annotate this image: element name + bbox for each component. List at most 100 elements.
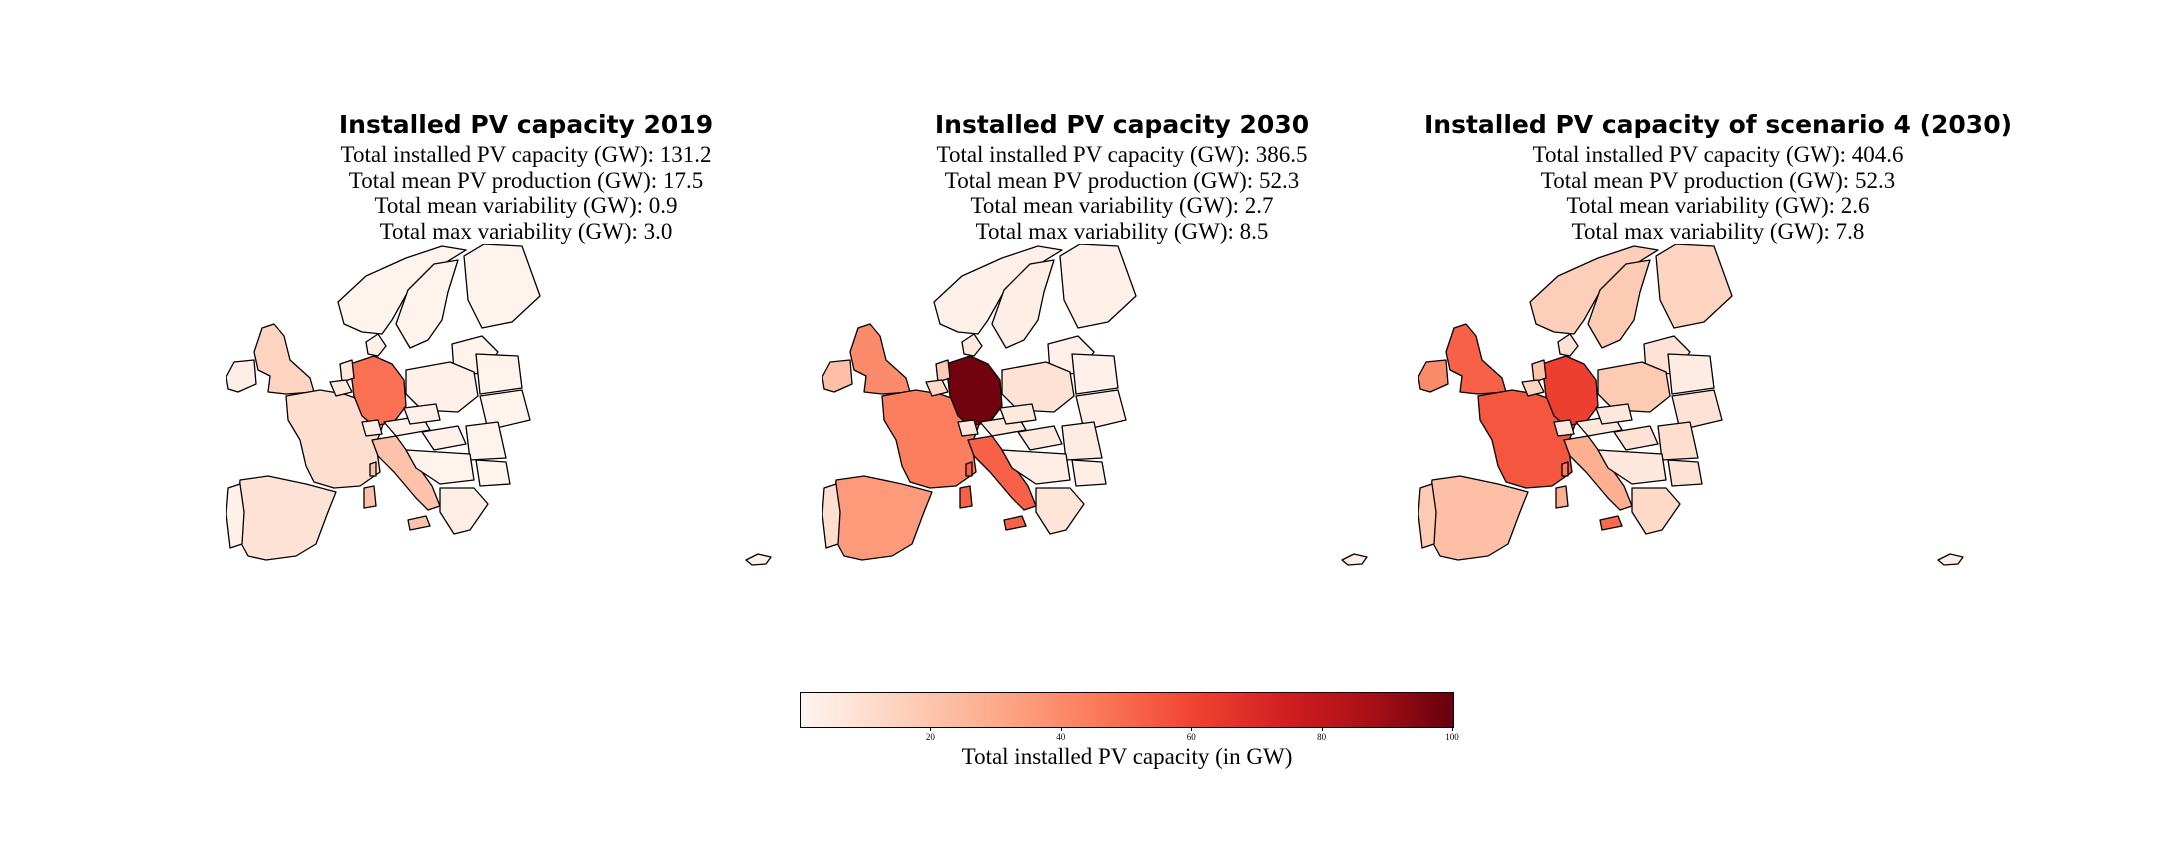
- region-ukraine: [1075, 389, 1127, 431]
- colorbar-tick-label: 80: [1317, 732, 1327, 742]
- region-greece: [1035, 487, 1085, 535]
- region-balkans: [1001, 449, 1071, 485]
- region-hungary: [421, 425, 467, 451]
- colorbar-tick: [1191, 727, 1193, 731]
- region-ireland: [822, 359, 853, 393]
- panel-title: Installed PV capacity 2019: [338, 110, 714, 139]
- region-hungary: [1613, 425, 1659, 451]
- stat-max-variability: Total max variability (GW): 3.0: [379, 218, 673, 244]
- colorbar-tick: [1321, 727, 1323, 731]
- stat-mean-variability: Total mean variability (GW): 2.6: [1566, 193, 1870, 218]
- panel-stats: Total installed PV capacity (GW): 131.2 …: [226, 142, 826, 244]
- region-france: [881, 389, 981, 489]
- stat-mean-production: Total mean PV production (GW): 52.3: [944, 167, 1300, 193]
- panel-stats: Total installed PV capacity (GW): 404.6 …: [1418, 142, 2018, 244]
- region-greece: [439, 487, 489, 535]
- region-denmark: [961, 333, 983, 357]
- region-sicily: [1003, 515, 1027, 531]
- region-portugal: [1418, 483, 1437, 549]
- region-denmark: [365, 333, 387, 357]
- europe-choropleth-map: [1418, 244, 1964, 566]
- panel-title: Installed PV capacity of scenario 4 (203…: [1423, 110, 2013, 139]
- colorbar-tick-label: 60: [1186, 732, 1196, 742]
- region-switzerland: [957, 419, 979, 437]
- region-bulgaria: [475, 459, 511, 487]
- region-iceland: [745, 553, 772, 566]
- region-corsica: [369, 461, 377, 477]
- region-netherlands: [1531, 359, 1547, 383]
- region-romania: [1657, 421, 1699, 461]
- region-ukraine: [479, 389, 531, 431]
- region-netherlands: [339, 359, 355, 383]
- region-sardinia: [959, 485, 973, 509]
- region-romania: [465, 421, 507, 461]
- region-ukraine: [1671, 389, 1723, 431]
- region-finland: [1059, 244, 1137, 329]
- colorbar-label: Total installed PV capacity (in GW): [961, 744, 1293, 769]
- europe-choropleth-map: [226, 244, 772, 566]
- region-sardinia: [363, 485, 377, 509]
- colorbar: 20 40 60 80 100 Total installed PV capacity …: [800, 692, 1460, 782]
- region-belgium: [1521, 379, 1545, 397]
- region-balkans: [405, 449, 475, 485]
- region-belarus: [1667, 353, 1715, 395]
- stat-mean-production: Total mean PV production (GW): 17.5: [348, 167, 704, 193]
- colorbar-tick-label: 100: [1445, 732, 1459, 742]
- region-czechia: [403, 403, 441, 425]
- region-belarus: [1071, 353, 1119, 395]
- region-iceland: [1937, 553, 1964, 566]
- region-portugal: [226, 483, 245, 549]
- region-corsica: [965, 461, 973, 477]
- region-belgium: [329, 379, 353, 397]
- region-czechia: [999, 403, 1037, 425]
- region-romania: [1061, 421, 1103, 461]
- colorbar-tick-label: 40: [1056, 732, 1066, 742]
- region-spain: [1427, 475, 1529, 561]
- region-sweden: [991, 259, 1055, 349]
- region-iceland: [1341, 553, 1368, 566]
- region-italy: [967, 435, 1037, 511]
- colorbar-tick: [1452, 727, 1453, 731]
- colorbar-tick-label: 20: [925, 732, 935, 742]
- stat-max-variability: Total max variability (GW): 8.5: [975, 218, 1269, 244]
- region-switzerland: [361, 419, 383, 437]
- colorbar-tick: [930, 727, 932, 731]
- region-uk: [253, 323, 315, 395]
- region-greece: [1631, 487, 1681, 535]
- region-ireland: [226, 359, 257, 393]
- region-uk: [849, 323, 911, 395]
- region-bulgaria: [1071, 459, 1107, 487]
- region-sicily: [1599, 515, 1623, 531]
- map-panel-2030: Installed PV capacity 2030 Total install…: [822, 108, 1422, 628]
- stat-mean-variability: Total mean variability (GW): 0.9: [374, 193, 678, 218]
- region-belarus: [475, 353, 523, 395]
- panel-stats: Total installed PV capacity (GW): 386.5 …: [822, 142, 1422, 244]
- stat-total-capacity: Total installed PV capacity (GW): 404.6: [1532, 142, 1904, 167]
- region-sweden: [1587, 259, 1651, 349]
- region-france: [285, 389, 385, 489]
- region-denmark: [1557, 333, 1579, 357]
- region-czechia: [1595, 403, 1633, 425]
- region-balkans: [1597, 449, 1667, 485]
- stat-total-capacity: Total installed PV capacity (GW): 386.5: [936, 142, 1308, 167]
- stat-max-variability: Total max variability (GW): 7.8: [1571, 218, 1865, 244]
- region-ireland: [1418, 359, 1449, 393]
- region-sardinia: [1555, 485, 1569, 509]
- region-uk: [1445, 323, 1507, 395]
- panel-title: Installed PV capacity 2030: [934, 110, 1310, 139]
- region-bulgaria: [1667, 459, 1703, 487]
- region-spain: [831, 475, 933, 561]
- europe-choropleth-map: [822, 244, 1368, 566]
- region-france: [1477, 389, 1577, 489]
- region-germany: [1541, 355, 1599, 427]
- stat-total-capacity: Total installed PV capacity (GW): 131.2: [340, 142, 712, 167]
- region-sicily: [407, 515, 431, 531]
- colorbar-tick: [1060, 727, 1062, 731]
- region-italy: [1563, 435, 1633, 511]
- region-germany: [945, 355, 1003, 427]
- colorbar-gradient: [800, 692, 1454, 728]
- region-belgium: [925, 379, 949, 397]
- stat-mean-variability: Total mean variability (GW): 2.7: [970, 193, 1274, 218]
- region-netherlands: [935, 359, 951, 383]
- region-switzerland: [1553, 419, 1575, 437]
